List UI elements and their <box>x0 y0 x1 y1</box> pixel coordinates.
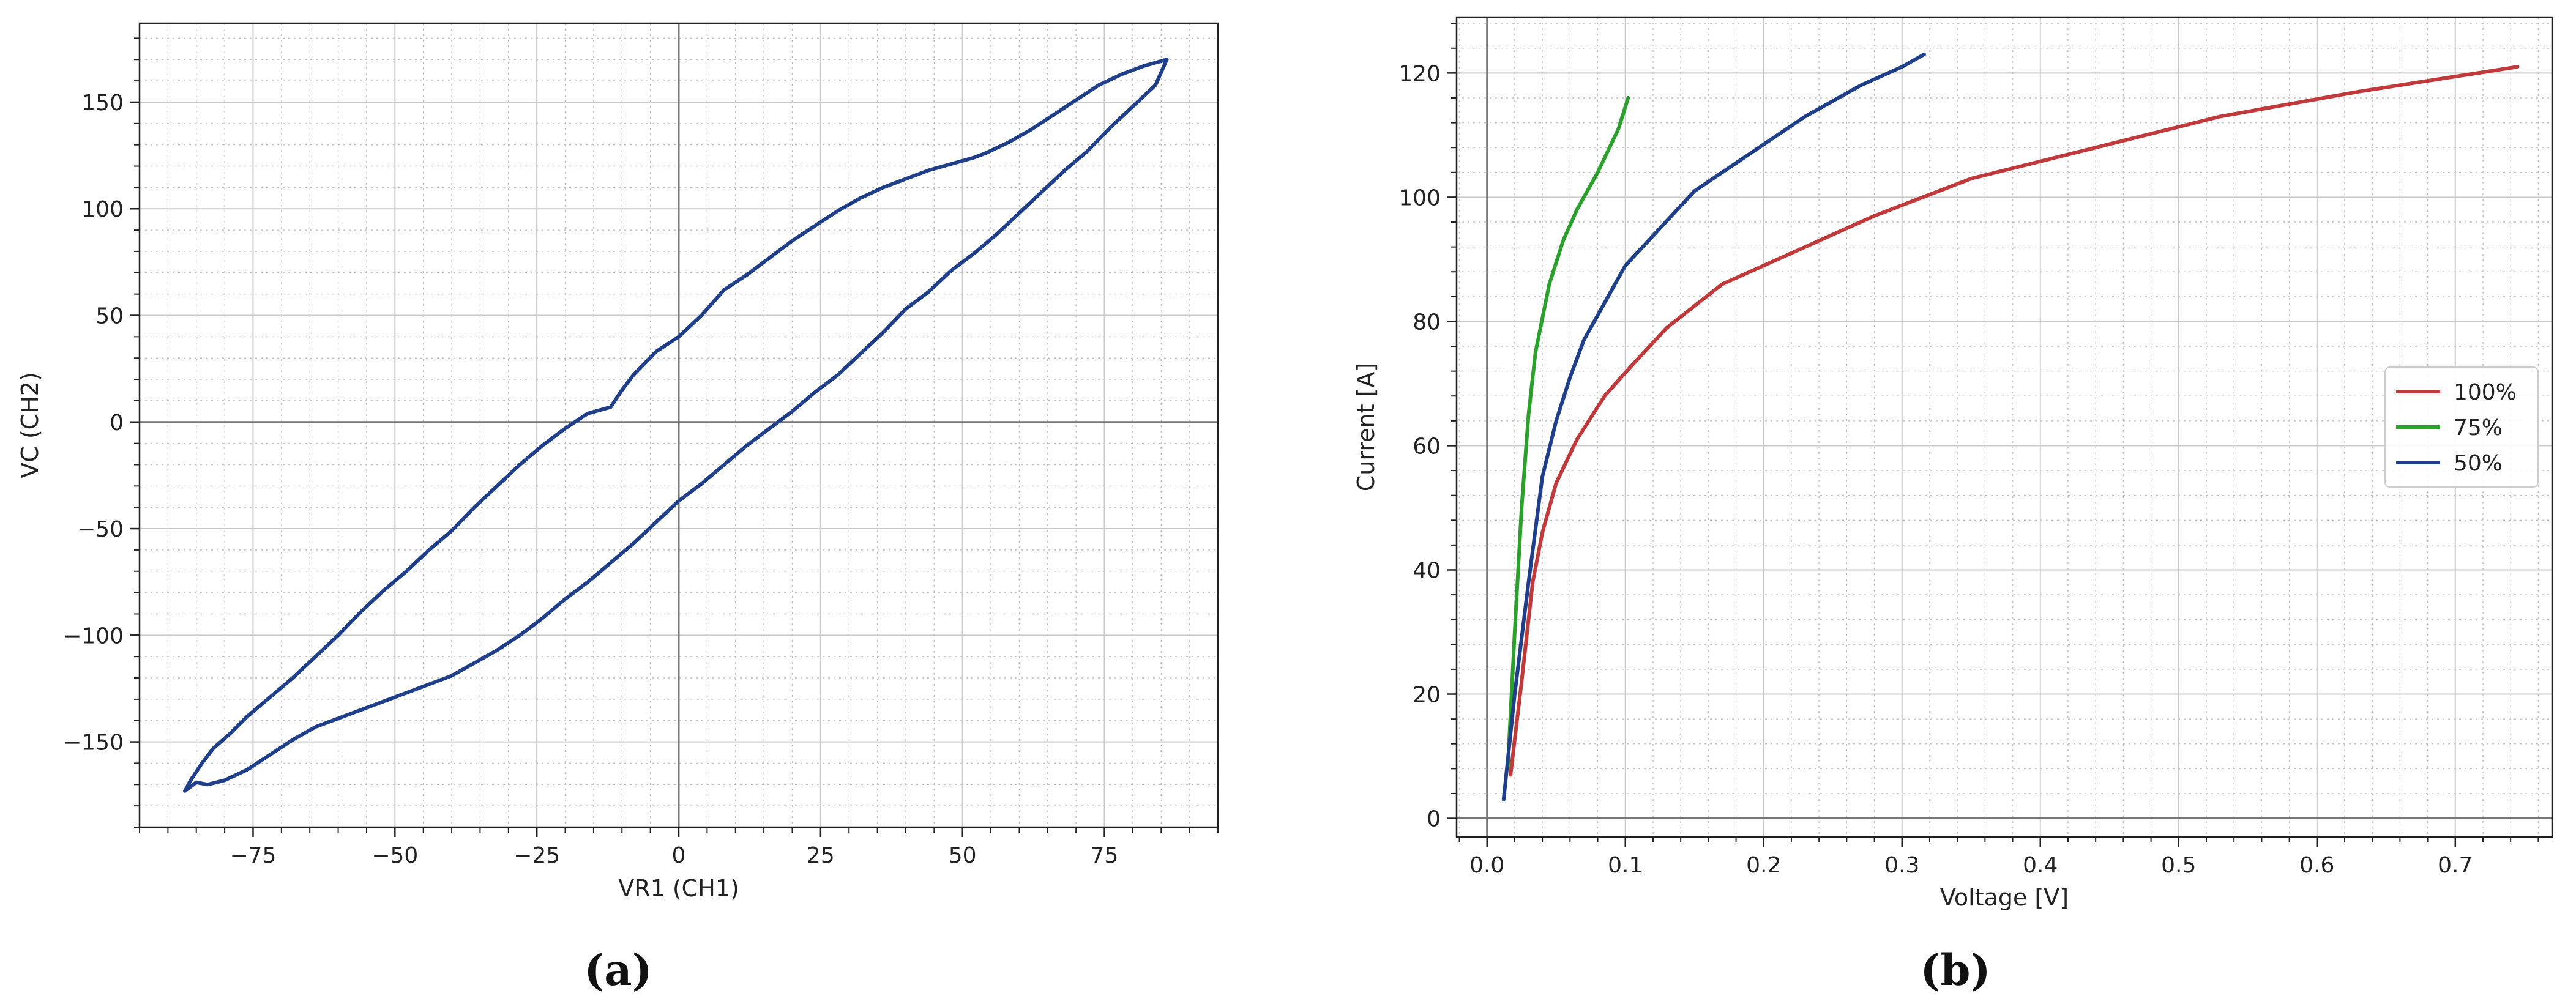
plot-frame <box>1455 16 2553 838</box>
x-tick-label: 0.4 <box>2023 853 2058 878</box>
plot-frame <box>138 22 1219 828</box>
panel-label-a: (a) <box>584 945 652 995</box>
y-tick-label: 120 <box>1398 61 1441 86</box>
x-tick-label: 0.1 <box>1608 853 1643 878</box>
y-tick-label: −150 <box>63 731 124 756</box>
x-tick-label: 0.3 <box>1884 853 1919 878</box>
x-tick-label: 25 <box>807 843 835 868</box>
y-tick-label: 60 <box>1413 434 1441 459</box>
y-tick-label: 0 <box>1427 807 1441 832</box>
x-tick-label: 0.0 <box>1469 853 1504 878</box>
y-tick-label: −100 <box>63 623 124 649</box>
y-tick-label: 0 <box>110 411 124 436</box>
x-tick-label: 0.6 <box>2299 853 2334 878</box>
panel-label-b: (b) <box>1920 945 1990 995</box>
y-axis-label: VC (CH2) <box>17 372 43 478</box>
legend-label-50pct: 50% <box>2454 451 2503 476</box>
y-axis-label: Current [A] <box>1353 363 1379 491</box>
y-tick-label: 100 <box>81 197 124 222</box>
series-line-a-0 <box>183 58 1169 793</box>
x-tick-label: −25 <box>513 843 560 868</box>
y-tick-label: 80 <box>1413 310 1441 335</box>
x-tick-label: 0 <box>672 843 686 868</box>
x-tick-label: −75 <box>230 843 276 868</box>
x-tick-label: 0.2 <box>1746 853 1781 878</box>
x-axis-label: Voltage [V] <box>1940 884 2069 911</box>
y-tick-label: 150 <box>81 91 124 116</box>
x-tick-label: 0.7 <box>2438 853 2473 878</box>
y-tick-label: 20 <box>1413 683 1441 708</box>
series-line-50pct <box>1501 52 1926 802</box>
chart-a: −75 −50 −25 0 25 50 75 −150 −100 −50 0 50 100 150 VR1 … <box>17 22 1219 902</box>
x-tick-label: 50 <box>949 843 977 868</box>
y-tick-label: 100 <box>1398 185 1441 210</box>
y-tick-label: 50 <box>95 304 124 329</box>
x-tick-label: 75 <box>1091 843 1119 868</box>
y-tick-label: −50 <box>77 517 124 542</box>
series-line-a-1 <box>183 58 1169 793</box>
x-tick-label: −50 <box>371 843 418 868</box>
x-tick-label: 0.5 <box>2161 853 2196 878</box>
series-line-75pct <box>1506 96 1630 771</box>
chart-b: 0.0 0.1 0.2 0.3 0.4 0.5 0.6 0.7 0 20 40 60 80 100 120 V… <box>1353 16 2553 911</box>
legend-label-75pct: 75% <box>2454 415 2503 441</box>
legend-label-100pct: 100% <box>2454 380 2517 405</box>
x-axis-label: VR1 (CH1) <box>618 875 739 902</box>
series-line-100pct <box>1509 65 2520 777</box>
y-tick-label: 40 <box>1413 558 1441 583</box>
legend-box <box>2384 366 2539 488</box>
